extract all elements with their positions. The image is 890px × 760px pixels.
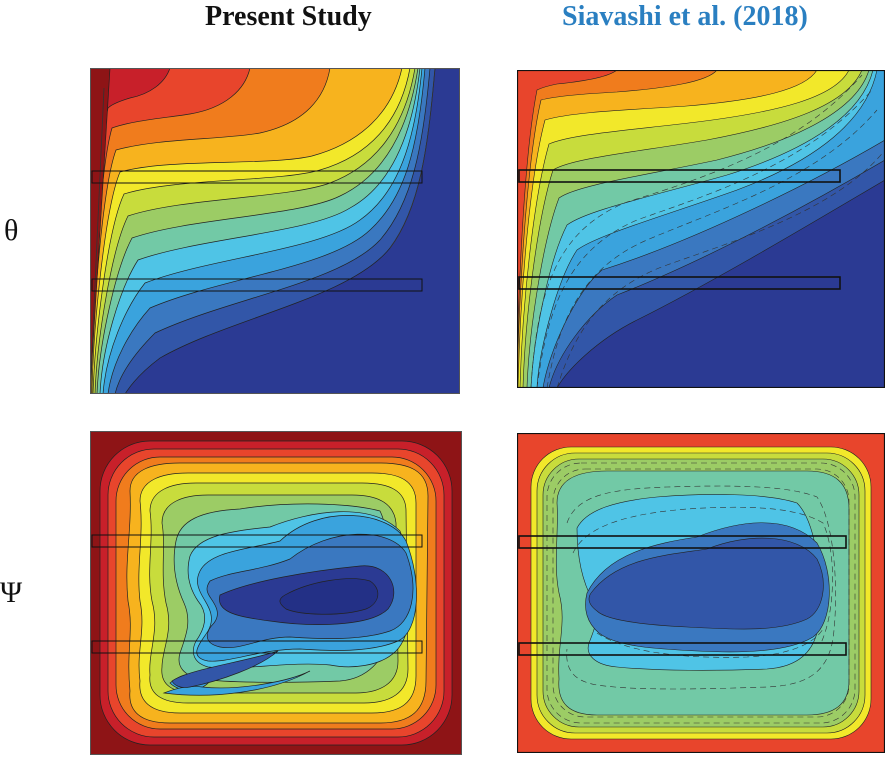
row-label-psi: Ψ <box>0 576 23 609</box>
streamline-contour-present-study <box>90 431 462 755</box>
row-label-theta: θ <box>4 214 19 247</box>
streamline-contour-siavashi <box>517 433 885 753</box>
column-title-present-study: Present Study <box>205 1 372 32</box>
temperature-contour-siavashi <box>517 70 885 388</box>
temperature-contour-present-study <box>90 68 460 394</box>
column-title-siavashi: Siavashi et al. (2018) <box>562 1 808 32</box>
